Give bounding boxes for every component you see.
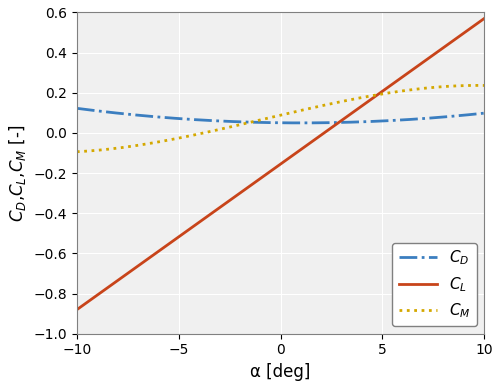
Line: $C_M$: $C_M$	[77, 85, 484, 152]
$C_D$	[472, 112, 478, 116]
$C_D$	[298, 121, 304, 125]
$C_D$	[317, 120, 323, 125]
Y-axis label: $C_D$,$C_L$,$C_M$ [-]: $C_D$,$C_L$,$C_M$ [-]	[7, 125, 28, 222]
$C_D$	[294, 121, 300, 125]
Legend: $C_D$, $C_L$, $C_M$: $C_D$, $C_L$, $C_M$	[392, 242, 476, 326]
$C_D$	[268, 120, 274, 125]
$C_M$	[268, 115, 274, 120]
Line: $C_L$: $C_L$	[77, 19, 484, 310]
$C_L$	[481, 16, 487, 21]
$C_M$	[294, 109, 300, 114]
X-axis label: α [deg]: α [deg]	[250, 363, 310, 381]
$C_L$	[268, 169, 274, 174]
$C_L$	[408, 69, 414, 73]
$C_L$	[74, 307, 80, 312]
$C_D$	[408, 117, 414, 122]
Line: $C_D$: $C_D$	[77, 108, 484, 123]
$C_M$	[316, 104, 322, 109]
$C_D$	[270, 120, 276, 125]
$C_M$	[408, 87, 414, 92]
$C_M$	[472, 83, 478, 88]
$C_M$	[74, 149, 80, 154]
$C_D$	[74, 106, 80, 111]
$C_L$	[316, 134, 322, 139]
$C_L$	[294, 150, 300, 154]
$C_L$	[270, 167, 276, 172]
$C_M$	[481, 83, 487, 88]
$C_M$	[474, 83, 480, 88]
$C_L$	[472, 23, 478, 28]
$C_M$	[270, 115, 276, 120]
$C_D$	[481, 111, 487, 116]
